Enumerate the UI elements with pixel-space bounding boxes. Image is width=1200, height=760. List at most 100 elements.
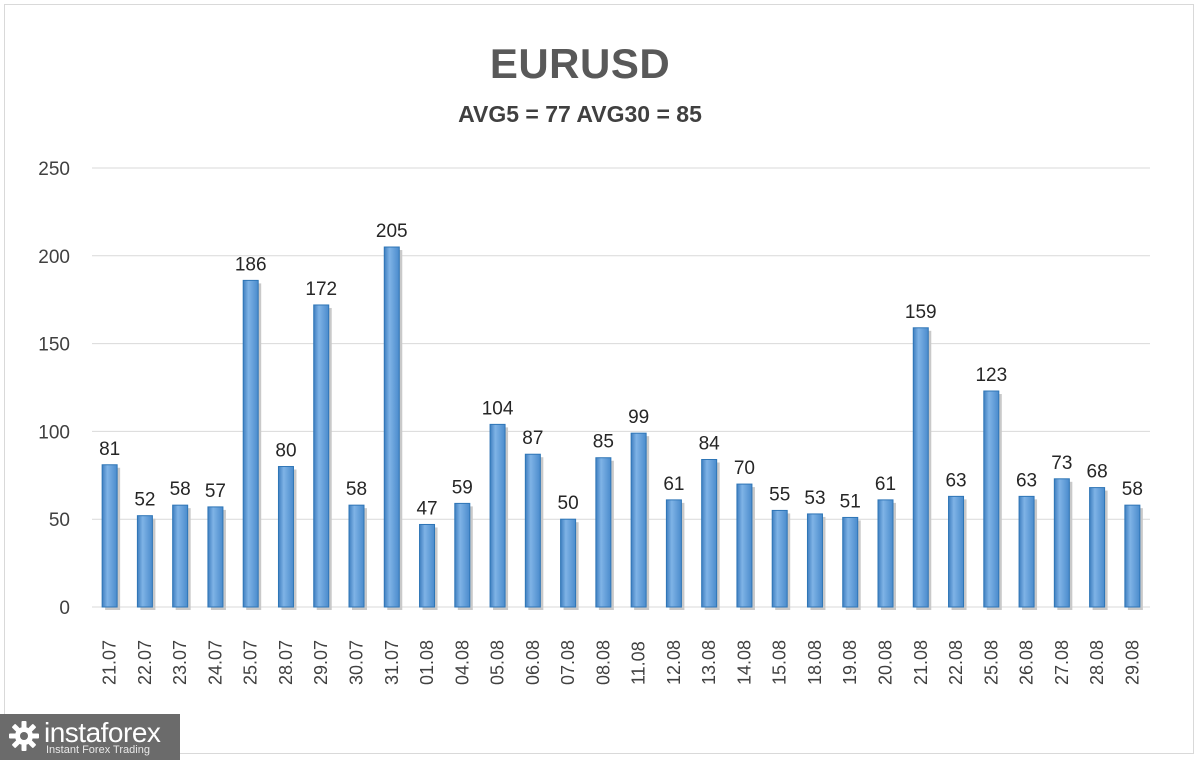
x-tick-label: 28.07: [276, 640, 296, 685]
x-tick-label: 20.08: [876, 640, 896, 685]
x-tick-label: 01.08: [417, 640, 437, 685]
bar-25.08: [983, 390, 1000, 608]
x-tick-label: 07.08: [558, 640, 578, 685]
y-tick-label: 100: [38, 422, 70, 443]
bar-25.07: [242, 279, 259, 608]
data-label: 58: [1122, 479, 1143, 500]
data-label: 57: [205, 481, 226, 502]
data-label: 61: [875, 474, 896, 495]
data-label: 172: [305, 279, 337, 300]
x-tick-label: 19.08: [840, 640, 860, 685]
bar-26.08: [1018, 495, 1035, 608]
x-tick-label: 21.08: [911, 640, 931, 685]
x-tick-label: 28.08: [1087, 640, 1107, 685]
bars: [101, 246, 1143, 610]
instaforex-logo: instaforex Instant Forex Trading: [0, 714, 180, 760]
x-tick-label: 18.08: [805, 640, 825, 685]
x-tick-label: 12.08: [664, 640, 684, 685]
x-axis-ticks: 21.07 22.07 23.07 24.07 25.07 28.07 29.07 30.07…: [100, 640, 1143, 685]
gear-icon: [9, 721, 39, 751]
logo-tagline: Instant Forex Trading: [46, 744, 150, 756]
data-label: 63: [1016, 470, 1037, 491]
bar-29.08: [1124, 504, 1141, 608]
bar-07.08: [560, 518, 577, 608]
bar-18.08: [806, 513, 823, 608]
bar-chart: 0 50 100 150 200 250 81 52 58 57 186 80 172 58 205 47 5…: [38, 159, 1150, 685]
data-label: 99: [628, 407, 649, 428]
data-label: 80: [275, 441, 296, 462]
bar-20.08: [877, 499, 894, 608]
bar-21.08: [912, 327, 929, 608]
x-tick-label: 04.08: [452, 640, 472, 685]
data-label: 159: [905, 302, 937, 323]
bar-31.07: [383, 246, 400, 608]
data-label: 205: [376, 221, 408, 242]
data-label: 53: [804, 488, 825, 509]
data-label: 68: [1087, 462, 1108, 483]
bar-19.08: [842, 516, 859, 608]
gridlines: [92, 167, 1150, 608]
x-tick-label: 30.07: [347, 640, 367, 685]
bar-27.08: [1053, 478, 1070, 608]
data-label: 104: [482, 398, 514, 419]
logo-brand: instaforex: [44, 717, 161, 748]
data-label: 51: [840, 491, 861, 512]
x-tick-label: 26.08: [1017, 640, 1037, 685]
data-label: 58: [346, 479, 367, 500]
bar-08.08: [595, 457, 612, 608]
x-tick-label: 13.08: [699, 640, 719, 685]
bar-24.07: [207, 506, 224, 608]
bar-06.08: [524, 453, 541, 608]
bar-13.08: [701, 458, 718, 608]
x-tick-label: 31.07: [382, 640, 402, 685]
chart-subtitle: AVG5 = 77 AVG30 = 85: [458, 101, 702, 127]
data-label: 81: [99, 439, 120, 460]
bar-23.07: [172, 504, 189, 608]
data-label: 50: [558, 493, 579, 514]
x-tick-label: 21.07: [100, 640, 120, 685]
x-tick-label: 05.08: [488, 640, 508, 685]
bar-12.08: [665, 499, 682, 608]
x-tick-label: 27.08: [1052, 640, 1072, 685]
y-tick-label: 50: [49, 510, 70, 531]
data-label: 123: [975, 365, 1007, 386]
x-tick-label: 06.08: [523, 640, 543, 685]
chart-frame: [4, 4, 1194, 754]
bar-30.07: [348, 504, 365, 608]
bar-22.08: [948, 495, 965, 608]
bar-28.08: [1089, 487, 1106, 608]
data-label: 73: [1051, 453, 1072, 474]
data-labels: 81 52 58 57 186 80 172 58 205 47 59 104 87 50 85 99 61 84…: [99, 221, 1143, 519]
y-tick-label: 150: [38, 335, 70, 356]
bar-14.08: [736, 483, 753, 608]
chart-title: EURUSD: [489, 40, 671, 87]
data-label: 63: [945, 470, 966, 491]
data-label: 61: [663, 474, 684, 495]
x-tick-label: 25.08: [981, 640, 1001, 685]
data-label: 85: [593, 432, 614, 453]
bar-29.07: [313, 304, 330, 608]
data-label: 47: [416, 498, 437, 519]
x-tick-label: 29.08: [1122, 640, 1142, 685]
bar-21.07: [101, 464, 118, 608]
bar-11.08: [630, 432, 647, 608]
bar-04.08: [454, 502, 471, 608]
bar-05.08: [489, 423, 506, 608]
data-label: 186: [235, 254, 267, 275]
bar-22.07: [136, 515, 153, 608]
x-tick-label: 25.07: [241, 640, 261, 685]
x-tick-label: 15.08: [770, 640, 790, 685]
data-label: 52: [134, 490, 155, 511]
x-tick-label: 14.08: [734, 640, 754, 685]
x-tick-label: 29.07: [311, 640, 331, 685]
y-tick-label: 0: [59, 598, 70, 619]
bar-28.07: [277, 466, 294, 608]
x-tick-label: 08.08: [593, 640, 613, 685]
data-label: 59: [452, 477, 473, 498]
x-tick-label: 11.08: [629, 641, 649, 685]
data-label: 55: [769, 484, 790, 505]
data-label: 87: [522, 428, 543, 449]
x-tick-label: 23.07: [170, 640, 190, 685]
y-tick-label: 250: [38, 159, 70, 180]
data-label: 70: [734, 458, 755, 479]
